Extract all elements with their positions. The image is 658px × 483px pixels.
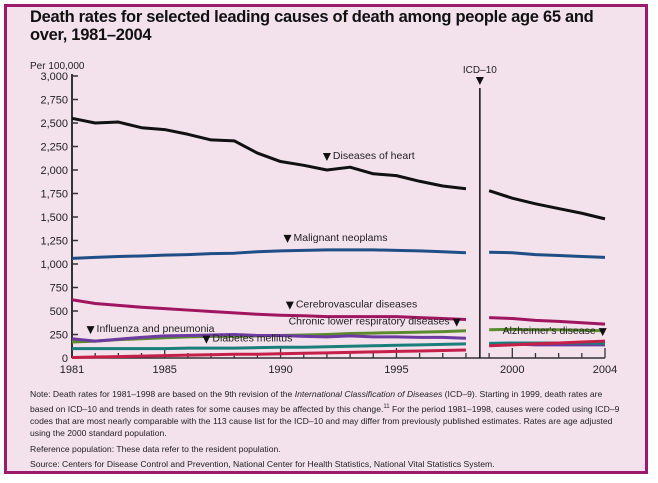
series-line-alzheimer-s-disease-icd10: [489, 339, 606, 348]
series-line-alzheimer-s-disease-icd9: [71, 348, 466, 360]
annotations: ICD–10 Diseases of heart Malignant neoplam…: [86, 65, 607, 358]
chart-title: Death rates for selected leading causes …: [30, 8, 594, 44]
note-prefix: Note: Death rates for 1981–1998 are base…: [30, 389, 295, 399]
y-tick-label: 2,500: [40, 118, 68, 130]
x-tick-label: 1995: [384, 364, 408, 376]
x-tick-label: 1985: [152, 364, 176, 376]
y-axis-label: Per 100,000: [30, 61, 85, 72]
y-tick-label: 500: [50, 306, 68, 318]
series-line-chronic-lower-respiratory-diseases-icd10: [489, 327, 606, 333]
y-tick-label: 3,000: [40, 71, 68, 83]
x-tick-label: 2000: [500, 364, 524, 376]
label-pointer-icon: [452, 318, 461, 327]
note-text: Note: Death rates for 1981–1998 are base…: [30, 388, 620, 440]
y-tick-label: 2,000: [40, 165, 68, 177]
note-italic: International Classification of Diseases: [294, 389, 443, 399]
series-line-cerebrovascular-diseases-icd10: [489, 316, 606, 326]
y-tick-label: 1,000: [40, 259, 68, 271]
axes: 0 250 500 750 1,000 1,250 1,500 1,750 2,000 2,250…: [40, 71, 617, 376]
series-label: Cerebrovascular diseases: [296, 299, 417, 311]
icd10-label: ICD–10: [463, 65, 497, 76]
note-footnote: 11: [383, 403, 390, 410]
series-line-diseases-of-heart-icd10: [488, 189, 606, 221]
series-line-influenza-and-pneumonia-icd9: [71, 333, 467, 343]
y-tick-label: 1,750: [40, 189, 68, 201]
label-pointer-icon: [285, 301, 294, 310]
x-tick-label: 1990: [268, 364, 292, 376]
source-text: Source: Centers for Disease Control and …: [30, 459, 495, 470]
y-tick-label: 0: [62, 353, 68, 365]
x-tick-label: 1981: [60, 364, 84, 376]
series-line-malignant-neoplams-icd9: [71, 248, 467, 260]
label-pointer-icon: [202, 335, 211, 344]
y-tick-label: 1,500: [40, 212, 68, 224]
series-label: Diabetes mellitus: [212, 333, 292, 345]
label-pointer-icon: [598, 328, 607, 337]
series-line-diseases-of-heart-icd9: [71, 116, 467, 191]
y-tick-label: 2,250: [40, 142, 68, 154]
series-label: Malignant neoplams: [294, 232, 388, 244]
y-tick-label: 1,250: [40, 236, 68, 248]
series-label: Influenza and pneumonia: [97, 323, 215, 335]
icd10-marker-icon: [475, 77, 484, 85]
label-pointer-icon: [86, 326, 95, 335]
series-line-malignant-neoplams-icd10: [489, 250, 606, 259]
y-tick-label: 250: [50, 330, 68, 342]
reference-population: Reference population: These data refer t…: [30, 443, 281, 454]
chart-frame: [4, 4, 648, 474]
note-rest: (ICD–9). Starting in 1999, death rates a…: [30, 389, 603, 414]
y-tick-label: 2,750: [40, 95, 68, 107]
label-pointer-icon: [283, 234, 292, 243]
series-label: Chronic lower respiratory diseases: [289, 316, 450, 328]
series-line-cerebrovascular-diseases-icd9: [71, 298, 467, 321]
y-tick-label: 750: [50, 283, 68, 295]
series-label: Diseases of heart: [333, 150, 415, 162]
series-lines: [71, 116, 606, 360]
note-tail: For the period 1981–1998, causes were co…: [30, 403, 620, 439]
series-line-diabetes-mellitus-icd9: [72, 342, 466, 351]
x-tick-label: 2004: [593, 364, 617, 376]
label-pointer-icon: [322, 153, 331, 161]
chart-notes: Note: Death rates for 1981–1998 are base…: [30, 388, 620, 474]
series-label: Alzheimer's disease: [503, 325, 596, 337]
